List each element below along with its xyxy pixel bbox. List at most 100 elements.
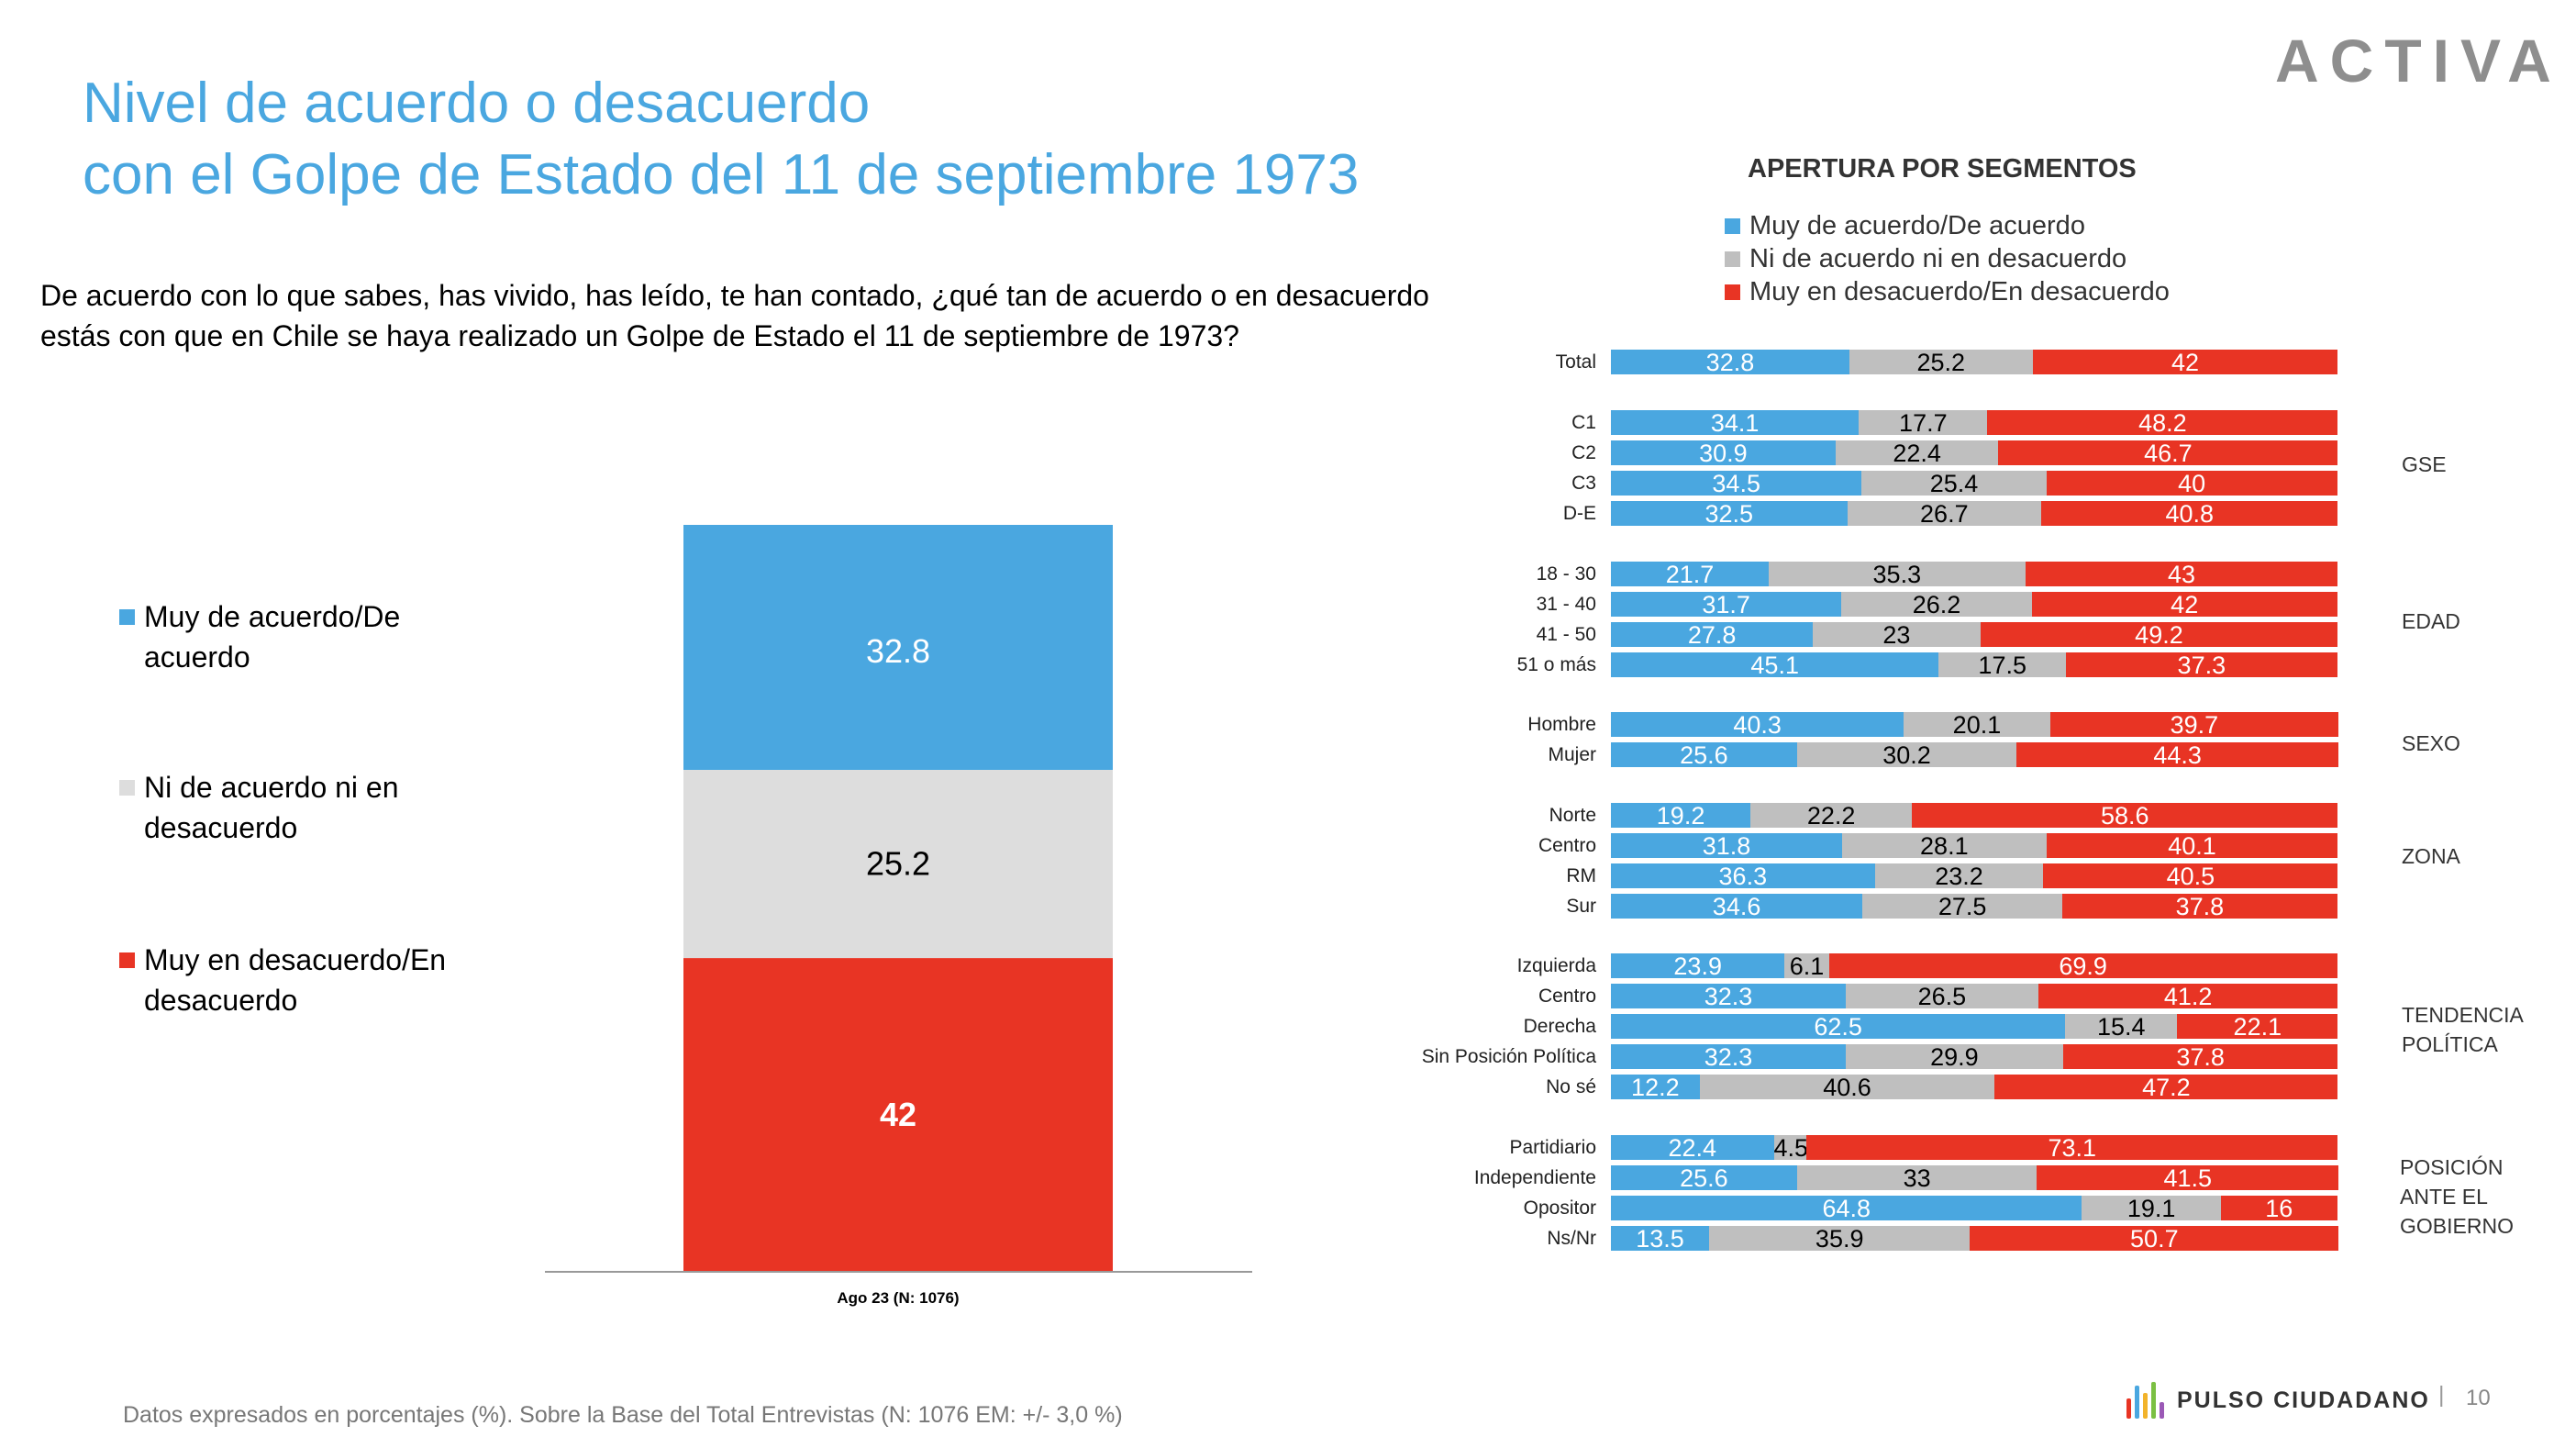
segment-row-label: C2 (1571, 441, 1596, 463)
segment-row-label: Mujer (1548, 743, 1596, 765)
segment-bar-disagree: 48.2 (1987, 410, 2338, 436)
segment-bar-neutral: 25.2 (1849, 349, 2033, 376)
segments-chart-legend: Muy de acuerdo/De acuerdo Ni de acuerdo n… (1725, 209, 2170, 308)
page-separator: | (2438, 1382, 2445, 1408)
segment-bar-neutral: 26.2 (1841, 590, 2032, 618)
segment-bar-neutral: 22.2 (1750, 803, 1913, 829)
pulso-ciudadano-brand: PULSO CIUDADANO (2126, 1382, 2430, 1419)
segment-bar-disagree: 40.8 (2041, 499, 2338, 528)
segment-row-label: Sin Posición Política (1421, 1045, 1596, 1067)
segment-bar-disagree: 43 (2025, 561, 2338, 588)
segment-bar-neutral: 26.5 (1845, 982, 2038, 1010)
segment-value-label: 21.7 (1665, 561, 1715, 588)
segment-row-label: No sé (1546, 1075, 1596, 1097)
legend-label: Ni de acuerdo ni en desacuerdo (144, 771, 399, 844)
segment-group-label: TENDENCIA POLÍTICA (2402, 1000, 2558, 1059)
segment-bar-neutral: 4.5 (1773, 1135, 1808, 1161)
segments-legend-item: Ni de acuerdo ni en desacuerdo (1725, 242, 2170, 275)
segment-value-label: 30.9 (1699, 439, 1748, 467)
segment-bar-neutral: 26.7 (1847, 500, 2042, 527)
segment-bar-disagree: 41.2 (2037, 983, 2338, 1009)
segment-bar-disagree: 39.7 (2049, 711, 2339, 739)
segment-bar-neutral: 19.1 (2082, 1195, 2221, 1221)
segment-row-bar: 31.7 26.2 42 (1611, 590, 2337, 618)
segment-group-label-line: GSE (2402, 452, 2447, 476)
segments-legend-item: Muy de acuerdo/De acuerdo (1725, 209, 2170, 242)
segment-bar-disagree: 69.9 (1828, 953, 2337, 979)
segment-bar-neutral: 29.9 (1845, 1042, 2063, 1071)
segment-bar-agree: 23.9 (1611, 953, 1785, 979)
segment-group-label: SEXO (2402, 729, 2558, 758)
segment-value-label: 36.3 (1718, 862, 1768, 890)
segment-bar-neutral: 30.2 (1796, 741, 2017, 768)
segment-group-label-line: EDAD (2402, 609, 2460, 633)
segment-bar-agree: 13.5 (1611, 1225, 1709, 1252)
segment-bar-agree: 30.9 (1611, 439, 1836, 467)
segment-value-label: 40.6 (1823, 1073, 1871, 1101)
segment-bar-agree: 32.8 (1611, 350, 1849, 375)
segment-value-label: 26.2 (1912, 590, 1961, 618)
segment-value-label: 27.5 (1938, 892, 1987, 920)
segment-bar-agree: 21.7 (1611, 561, 1769, 588)
page-title: Nivel de acuerdo o desacuerdo con el Gol… (83, 68, 1359, 211)
segment-bar-disagree: 37.3 (2066, 651, 2337, 679)
segment-bar-disagree: 50.7 (1970, 1225, 2339, 1252)
segment-group-label: EDAD (2402, 607, 2558, 636)
segment-row-bar: 32.3 26.5 41.2 (1611, 982, 2338, 1010)
legend-label: Muy de acuerdo/De acuerdo (1749, 210, 2085, 240)
survey-question: De acuerdo con lo que sabes, has vivido,… (40, 279, 1429, 352)
segment-bar-agree: 12.2 (1611, 1074, 1700, 1100)
segment-value-label: 26.5 (1917, 982, 1967, 1010)
segment-value-label: 62.5 (1814, 1012, 1862, 1041)
segment-value-label: 39.7 (2170, 711, 2219, 739)
segment-bar-agree: 34.5 (1611, 469, 1862, 497)
total-bar-value-label-2: 25.2 (866, 845, 930, 883)
segment-value-label: 43 (2168, 561, 2196, 588)
segment-row-label: RM (1566, 864, 1596, 886)
legend-label: Muy en desacuerdo/En desacuerdo (144, 943, 447, 1017)
segment-bar-neutral: 17.7 (1859, 410, 1988, 436)
segment-row-label: D-E (1562, 502, 1596, 524)
segment-row-label: C3 (1571, 472, 1596, 494)
segment-bar-agree: 34.6 (1611, 893, 1863, 919)
segment-value-label: 49.2 (2135, 620, 2183, 649)
segment-value-label: 20.1 (1952, 711, 2002, 739)
total-bar-value-label-3: 42 (880, 1096, 916, 1133)
segment-row-bar: 25.6 30.2 44.3 (1611, 741, 2339, 769)
segment-value-label: 37.3 (2177, 651, 2226, 679)
segment-bar-agree: 31.7 (1611, 590, 1842, 618)
legend-label: Ni de acuerdo ni en desacuerdo (1749, 243, 2127, 273)
segment-bar-neutral: 33 (1796, 1164, 2037, 1192)
segment-value-label: 25.6 (1680, 741, 1728, 769)
segment-bar-neutral: 25.4 (1861, 470, 2047, 496)
segment-value-label: 25.2 (1916, 349, 1966, 376)
segment-bar-disagree: 73.1 (1806, 1135, 2338, 1161)
segment-row-label: Hombre (1527, 714, 1596, 735)
legend-label: Muy de acuerdo/De acuerdo (144, 600, 401, 674)
segment-row-label: Derecha (1523, 1015, 1596, 1037)
activa-logo: ACTIVA (2275, 27, 2562, 95)
segment-value-label: 29.9 (1930, 1042, 1979, 1071)
segment-bar-agree: 19.2 (1611, 803, 1751, 829)
segment-value-label: 42 (2171, 349, 2200, 376)
segment-row-bar: 34.6 27.5 37.8 (1611, 892, 2337, 920)
segment-bar-neutral: 15.4 (2065, 1013, 2178, 1040)
segment-value-label: 40.8 (2165, 499, 2215, 528)
legend-swatch (1725, 251, 1740, 267)
footer-note: Datos expresados en porcentajes (%). Sob… (123, 1402, 1123, 1428)
segment-value-label: 42 (2171, 590, 2199, 618)
segment-bar-neutral: 17.5 (1938, 652, 2067, 678)
segment-value-label: 32.3 (1704, 1042, 1753, 1071)
segment-bar-disagree: 37.8 (2062, 893, 2337, 919)
segment-value-label: 33 (1903, 1164, 1931, 1192)
segment-bar-disagree: 37.8 (2062, 1043, 2338, 1070)
segment-value-label: 34.5 (1712, 469, 1760, 497)
segment-row-label: Ns/Nr (1547, 1227, 1596, 1249)
segment-bar-agree: 25.6 (1611, 741, 1797, 769)
segment-group-label-line: TENDENCIA (2402, 1003, 2524, 1027)
segment-group-label-line: POLÍTICA (2402, 1032, 2498, 1056)
segment-value-label: 44.3 (2153, 741, 2202, 769)
segment-value-label: 16 (2265, 1194, 2293, 1222)
total-bar-segment-3 (683, 958, 1113, 1272)
segment-value-label: 31.7 (1702, 590, 1750, 618)
